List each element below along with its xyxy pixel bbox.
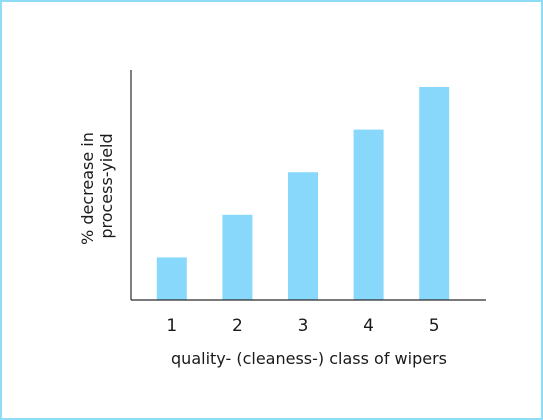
bar-class-4 xyxy=(353,129,384,300)
x-axis-label: quality- (cleaness-) class of wipers xyxy=(171,349,447,368)
bars-group xyxy=(156,87,450,300)
y-axis-label-line-1: % decrease in xyxy=(78,132,97,245)
x-tick-labels: 1 2 3 4 5 xyxy=(166,316,439,336)
x-tick-label-4: 4 xyxy=(363,316,374,336)
bar-class-5 xyxy=(419,87,450,300)
x-tick-label-2: 2 xyxy=(232,316,243,336)
x-tick-label-1: 1 xyxy=(166,316,177,336)
bar-class-2 xyxy=(222,214,253,300)
x-tick-label-5: 5 xyxy=(429,316,440,336)
x-tick-label-3: 3 xyxy=(298,316,309,336)
y-axis-label: % decrease in process-yield xyxy=(78,127,116,245)
y-axis-label-line-2: process-yield xyxy=(97,133,116,238)
bar-class-1 xyxy=(156,257,187,300)
bar-class-3 xyxy=(288,172,318,300)
